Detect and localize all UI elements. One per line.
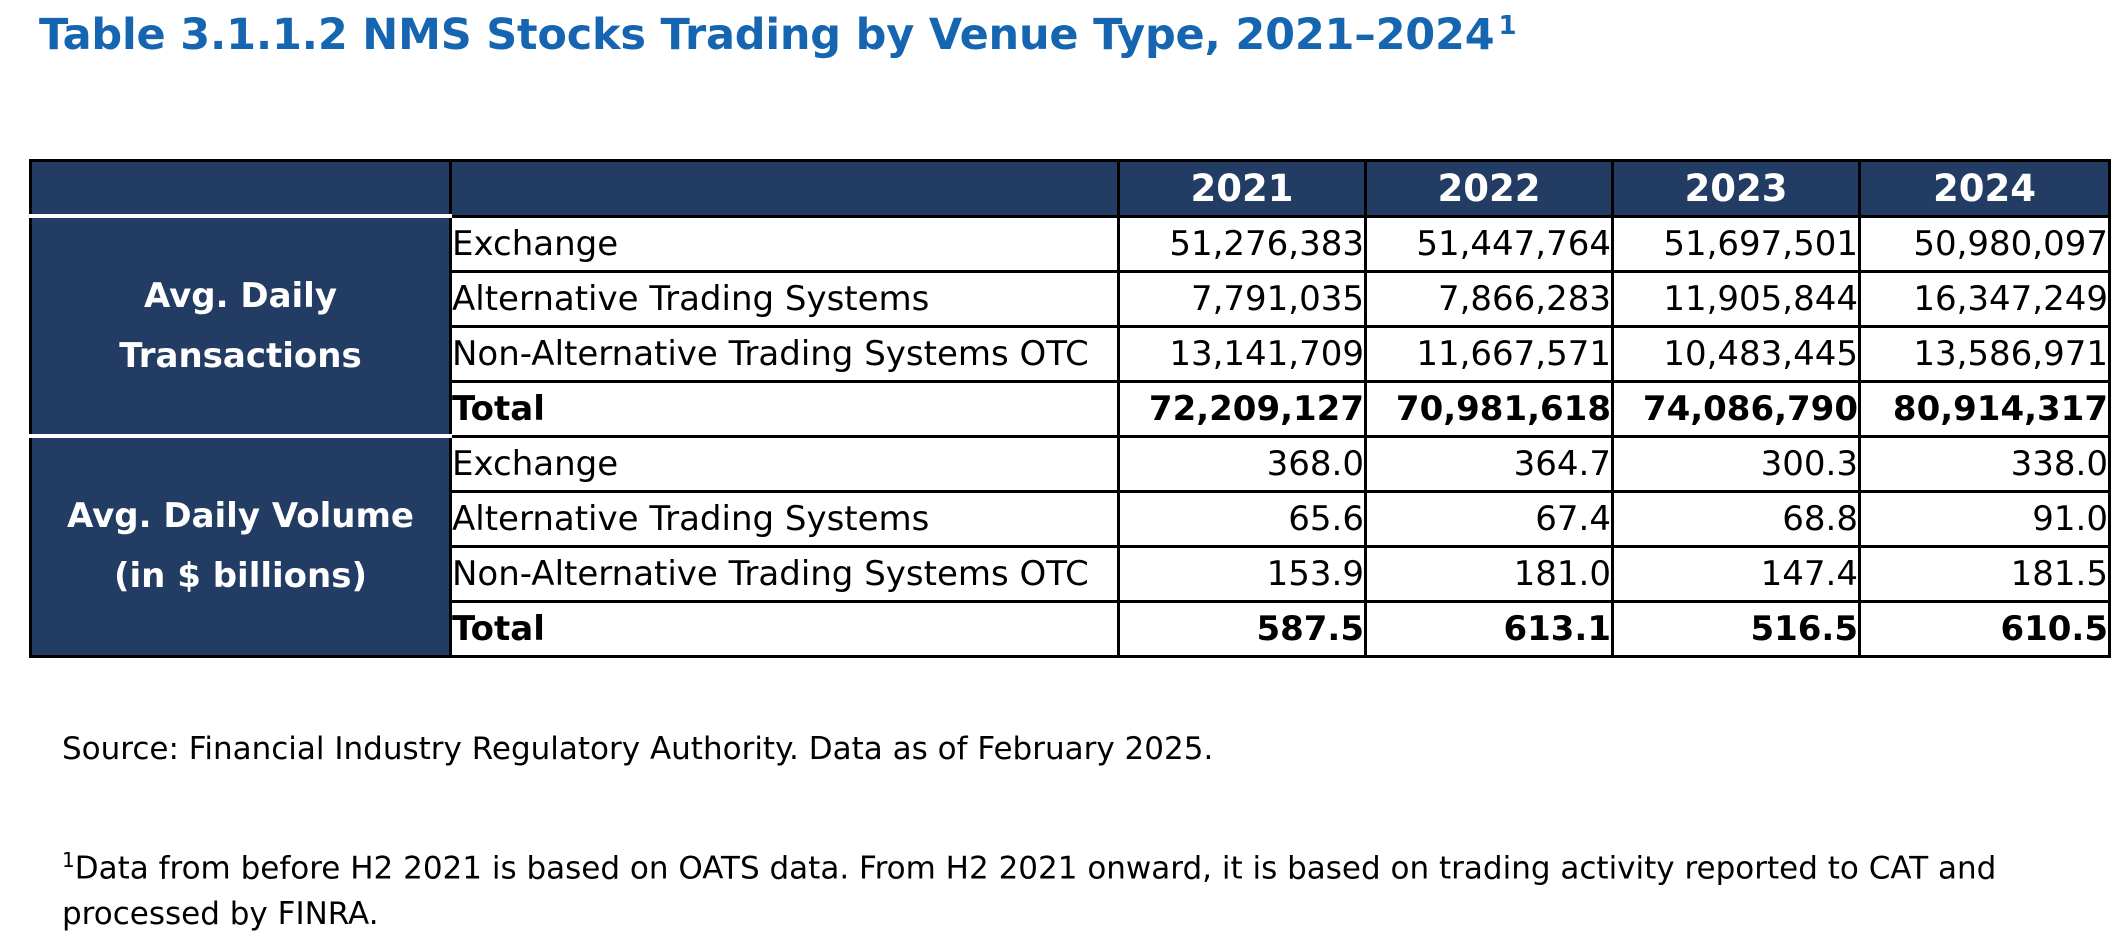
table-cell: 153.9 (1117, 544, 1367, 603)
table-cell: 7,866,283 (1364, 269, 1614, 328)
footnote-marker: 1 (62, 848, 75, 872)
header-row: 2021 2022 2023 2024 (29, 159, 2111, 218)
table-cell: 7,791,035 (1117, 269, 1367, 328)
table-cell: 50,980,097 (1858, 214, 2111, 273)
table-cell: 300.3 (1611, 434, 1861, 493)
header-year-2023: 2023 (1611, 159, 1861, 218)
row-label: Exchange (449, 214, 1120, 273)
row-label: Non-Alternative Trading Systems OTC (449, 324, 1120, 383)
header-year-2022: 2022 (1364, 159, 1614, 218)
table-cell: 181.0 (1364, 544, 1614, 603)
table-cell: 181.5 (1858, 544, 2111, 603)
table-row: Non-Alternative Trading Systems OTC 13,1… (31, 324, 2111, 383)
table-row: Avg. Daily Transactions Exchange 51,276,3… (29, 214, 2111, 438)
row-label: Non-Alternative Trading Systems OTC (449, 544, 1120, 603)
table-cell: 68.8 (1611, 489, 1861, 548)
row-label: Total (449, 599, 1120, 658)
table-row: Alternative Trading Systems 7,791,035 7,… (31, 269, 2111, 328)
table-row: Non-Alternative Trading Systems OTC 153.… (31, 544, 2111, 603)
table-cell: 587.5 (1117, 599, 1367, 658)
footnote: 1Data from before H2 2021 is based on OA… (62, 837, 2092, 937)
trading-table: 2021 2022 2023 2024 Avg. Daily Transactio… (29, 159, 2111, 658)
header-corner-group (29, 159, 452, 218)
table-cell: 11,667,571 (1364, 324, 1614, 383)
table-cell: 147.4 (1611, 544, 1861, 603)
table-cell: 10,483,445 (1611, 324, 1861, 383)
page-title: Table 3.1.1.2 NMS Stocks Trading by Venu… (39, 10, 1517, 60)
header-corner-label (449, 159, 1120, 218)
group-label-volume: Avg. Daily Volume (in $ billions) (29, 434, 452, 658)
table-row-total: Total 587.5 613.1 516.5 610.5 (31, 599, 2111, 658)
footnote-text: Data from before H2 2021 is based on OAT… (62, 850, 1997, 933)
table-cell: 13,141,709 (1117, 324, 1367, 383)
table-cell: 80,914,317 (1858, 379, 2111, 438)
table-cell: 516.5 (1611, 599, 1861, 658)
table-row-total: Total 72,209,127 70,981,618 74,086,790 8… (31, 379, 2111, 438)
table-cell: 51,697,501 (1611, 214, 1861, 273)
table-cell: 13,586,971 (1858, 324, 2111, 383)
header-year-2021: 2021 (1117, 159, 1367, 218)
table-cell: 338.0 (1858, 434, 2111, 493)
table-cell: 74,086,790 (1611, 379, 1861, 438)
table-row: Alternative Trading Systems 65.6 67.4 68… (31, 489, 2111, 548)
title-footnote-marker: 1 (1498, 10, 1517, 41)
header-year-2024: 2024 (1858, 159, 2111, 218)
table-cell: 67.4 (1364, 489, 1614, 548)
source-note: Source: Financial Industry Regulatory Au… (62, 731, 1214, 767)
group-label-transactions: Avg. Daily Transactions (29, 214, 452, 438)
table-cell: 91.0 (1858, 489, 2111, 548)
row-label: Exchange (449, 434, 1120, 493)
row-label: Alternative Trading Systems (449, 489, 1120, 548)
title-text: Table 3.1.1.2 NMS Stocks Trading by Venu… (39, 10, 1495, 60)
table-cell: 610.5 (1858, 599, 2111, 658)
table-cell: 65.6 (1117, 489, 1367, 548)
row-label: Alternative Trading Systems (449, 269, 1120, 328)
table-cell: 613.1 (1364, 599, 1614, 658)
table-cell: 70,981,618 (1364, 379, 1614, 438)
table-cell: 51,276,383 (1117, 214, 1367, 273)
table-cell: 368.0 (1117, 434, 1367, 493)
table-cell: 16,347,249 (1858, 269, 2111, 328)
table-cell: 11,905,844 (1611, 269, 1861, 328)
table-cell: 72,209,127 (1117, 379, 1367, 438)
row-label: Total (449, 379, 1120, 438)
table-row: Avg. Daily Volume (in $ billions) Exchang… (29, 434, 2111, 658)
table-cell: 51,447,764 (1364, 214, 1614, 273)
table-cell: 364.7 (1364, 434, 1614, 493)
